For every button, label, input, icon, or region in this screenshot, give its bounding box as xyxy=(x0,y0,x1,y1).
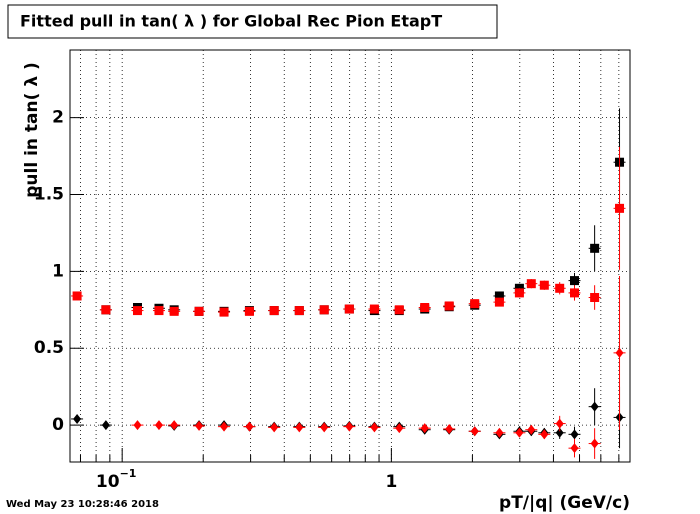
x-tick-label-base: 1 xyxy=(385,472,397,492)
diamond-marker xyxy=(515,427,524,438)
diamond-marker xyxy=(527,424,536,435)
square-marker xyxy=(470,299,480,309)
diamond-marker xyxy=(295,422,304,433)
square-marker xyxy=(420,303,430,312)
diamond-marker xyxy=(540,429,549,440)
title-box xyxy=(7,4,498,39)
square-marker xyxy=(444,301,454,311)
square-marker xyxy=(514,288,524,298)
square-marker xyxy=(132,306,142,316)
y-tick-label: 0 xyxy=(52,415,64,435)
timestamp: Wed May 23 10:28:46 2018 xyxy=(6,499,159,510)
diamond-marker xyxy=(555,427,564,438)
square-marker xyxy=(269,306,279,316)
diamond-marker xyxy=(101,420,110,431)
square-marker xyxy=(590,293,600,303)
diamond-marker xyxy=(615,347,624,358)
diamond-marker xyxy=(345,421,354,432)
y-axis-label: pull in tan( λ ) xyxy=(22,62,42,198)
plot-frame xyxy=(69,49,631,463)
x-axis-label: pT/|q| (GeV/c) xyxy=(499,493,630,513)
diamond-marker xyxy=(495,427,504,438)
x-tick-label-exponent: −1 xyxy=(120,467,137,480)
diamond-marker xyxy=(570,429,579,440)
diamond-marker xyxy=(555,418,564,429)
square-marker xyxy=(319,305,329,315)
diamond-marker xyxy=(154,420,163,431)
diamond-marker xyxy=(245,421,254,432)
diamond-marker xyxy=(370,422,379,433)
diamond-marker xyxy=(320,422,329,433)
diamond-marker xyxy=(445,423,454,434)
diamond-marker xyxy=(270,422,279,433)
square-marker xyxy=(394,305,404,315)
y-tick-label: 0.5 xyxy=(34,338,64,358)
y-tick-label: 1.5 xyxy=(34,185,64,205)
diamond-marker xyxy=(170,420,179,431)
square-marker xyxy=(169,306,179,316)
diamond-marker xyxy=(195,420,204,431)
square-marker xyxy=(494,291,504,301)
diamond-marker xyxy=(420,423,429,434)
diamond-marker xyxy=(133,420,142,431)
diamond-marker xyxy=(220,421,229,432)
square-marker xyxy=(194,306,204,316)
square-marker xyxy=(219,307,229,317)
square-marker xyxy=(294,306,304,316)
square-marker xyxy=(154,306,164,316)
diamond-marker xyxy=(590,438,599,449)
square-marker xyxy=(72,291,82,301)
square-marker xyxy=(369,304,379,314)
square-marker xyxy=(570,276,580,286)
x-tick-label-base: 10 xyxy=(96,472,120,492)
diamond-marker xyxy=(73,413,82,424)
square-marker xyxy=(244,306,254,316)
y-tick-label: 2 xyxy=(52,108,64,128)
chart-title: Fitted pull in tan( λ ) for Global Rec P… xyxy=(20,12,442,31)
diamond-marker xyxy=(570,443,579,454)
square-marker xyxy=(494,297,504,307)
square-marker xyxy=(590,243,600,253)
x-tick-label: 1 xyxy=(385,472,397,492)
square-marker xyxy=(344,304,354,314)
square-marker xyxy=(526,279,536,289)
square-marker xyxy=(101,305,111,315)
diamond-marker xyxy=(470,426,479,437)
diamond-marker xyxy=(395,423,404,434)
diamond-marker xyxy=(590,401,599,412)
square-marker xyxy=(615,203,625,213)
square-marker xyxy=(539,280,549,290)
y-tick-label: 1 xyxy=(52,261,64,281)
square-marker xyxy=(570,288,580,298)
square-marker xyxy=(555,283,565,293)
x-tick-label: 10−1 xyxy=(96,467,137,492)
